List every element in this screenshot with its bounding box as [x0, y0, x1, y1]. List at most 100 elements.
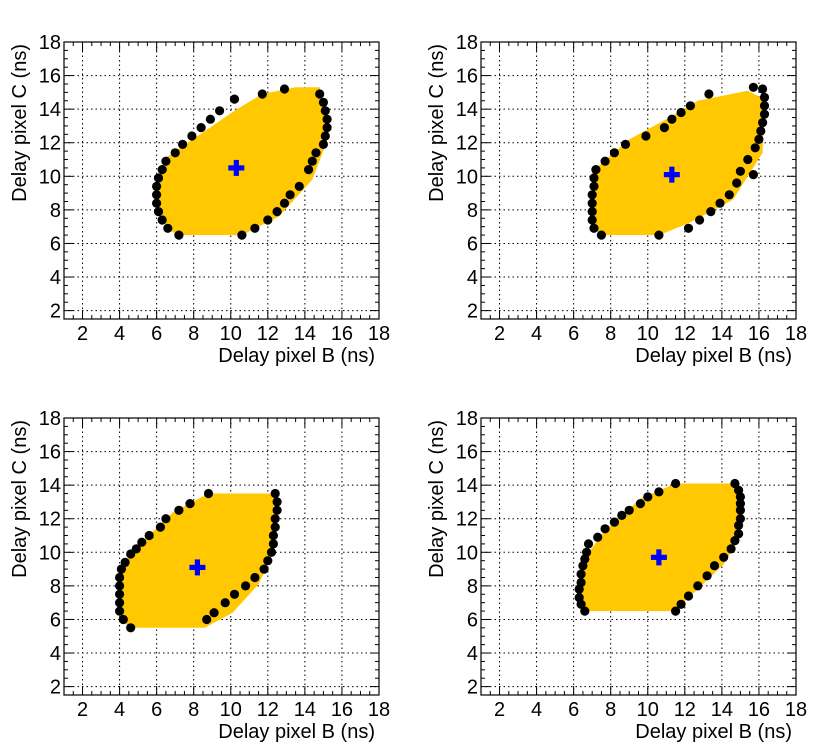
boundary-point	[676, 107, 686, 118]
boundary-point	[620, 139, 631, 149]
boundary-point	[685, 101, 696, 111]
boundary-point	[318, 139, 328, 149]
boundary-point	[754, 134, 764, 144]
x-tick-label: 4	[114, 699, 125, 721]
y-tick-label: 14	[456, 99, 478, 121]
boundary-point	[152, 181, 162, 191]
boundary-point	[587, 207, 597, 217]
x-tick-label: 12	[674, 323, 696, 345]
boundary-point	[730, 536, 740, 546]
boundary-point	[185, 499, 195, 509]
boundary-point	[268, 539, 278, 549]
boundary-point	[726, 544, 736, 554]
boundary-point	[272, 207, 282, 217]
boundary-point	[580, 606, 590, 616]
boundary-point	[220, 598, 230, 608]
y-tick-label: 18	[456, 32, 478, 54]
boundary-point	[667, 114, 677, 124]
allowed-region	[579, 483, 741, 612]
y-tick-label: 6	[50, 609, 61, 631]
y-axis-title: Delay pixel C (ns)	[9, 420, 31, 578]
boundary-point	[715, 198, 725, 208]
y-tick-label: 12	[456, 133, 478, 155]
boundary-point	[709, 561, 720, 571]
boundary-point	[600, 156, 610, 166]
boundary-point	[187, 131, 197, 141]
y-tick-label: 8	[50, 576, 61, 598]
boundary-point	[735, 499, 746, 509]
boundary-point	[641, 131, 651, 141]
boundary-point	[600, 524, 610, 534]
y-tick-label: 14	[39, 475, 61, 497]
boundary-point	[250, 223, 260, 233]
boundary-point	[735, 505, 746, 515]
boundary-point	[155, 522, 165, 532]
y-tick-label: 8	[467, 576, 478, 598]
boundary-point	[153, 173, 164, 183]
y-tick-label: 2	[50, 301, 61, 323]
center-marker-v	[194, 559, 201, 576]
boundary-point	[115, 589, 125, 599]
x-tick-label: 2	[77, 323, 88, 345]
center-marker-v	[669, 166, 675, 183]
boundary-point	[268, 530, 278, 541]
boundary-point	[320, 131, 330, 141]
boundary-point	[589, 181, 599, 191]
boundary-point	[671, 478, 681, 489]
x-tick-label: 14	[711, 323, 733, 345]
x-axis-title: Delay pixel B (ns)	[635, 345, 792, 367]
x-tick-label: 4	[531, 699, 542, 721]
boundary-point	[144, 530, 154, 541]
boundary-point	[263, 215, 273, 225]
boundary-point	[137, 537, 147, 547]
boundary-point	[205, 114, 215, 124]
x-tick-label: 12	[674, 699, 696, 721]
y-axis-title: Delay pixel C (ns)	[9, 44, 31, 202]
boundary-point	[654, 487, 664, 497]
boundary-point	[318, 97, 328, 107]
allowed-region	[156, 87, 329, 236]
boundary-point	[574, 593, 584, 603]
boundary-point	[582, 547, 592, 557]
boundary-point	[748, 82, 759, 92]
boundary-point	[209, 608, 219, 618]
boundary-point	[250, 572, 260, 583]
y-tick-label: 2	[50, 677, 61, 699]
boundary-point	[322, 123, 332, 133]
center-marker-v	[656, 549, 662, 566]
boundary-point	[756, 126, 766, 136]
boundary-point	[272, 505, 282, 515]
boundary-point	[272, 497, 282, 507]
x-tick-label: 4	[114, 323, 125, 345]
boundary-point	[202, 614, 212, 625]
x-tick-label: 14	[294, 323, 316, 345]
y-tick-label: 10	[456, 166, 478, 188]
boundary-point	[732, 178, 742, 188]
boundary-point	[750, 143, 760, 153]
boundary-point	[759, 101, 770, 111]
center-marker	[189, 559, 206, 576]
boundary-point	[279, 84, 290, 94]
boundary-point	[174, 505, 184, 515]
y-tick-label: 6	[467, 609, 478, 631]
boundary-point	[131, 544, 141, 554]
boundary-point	[683, 223, 694, 233]
boundary-point	[759, 109, 770, 119]
boundary-point	[583, 539, 594, 549]
y-tick-label: 10	[456, 542, 478, 564]
boundary-point	[115, 598, 125, 608]
y-tick-label: 16	[39, 442, 61, 464]
boundary-point	[676, 599, 686, 609]
x-tick-label: 14	[294, 699, 316, 721]
boundary-point	[161, 156, 171, 166]
boundary-point	[706, 207, 716, 217]
boundary-point	[152, 198, 162, 208]
center-marker	[228, 159, 245, 176]
x-tick-label: 12	[257, 323, 279, 345]
y-tick-label: 18	[456, 408, 478, 430]
boundary-point	[609, 148, 620, 158]
x-tick-label: 18	[785, 323, 807, 345]
boundary-point	[266, 547, 277, 557]
boundary-point	[576, 577, 586, 588]
